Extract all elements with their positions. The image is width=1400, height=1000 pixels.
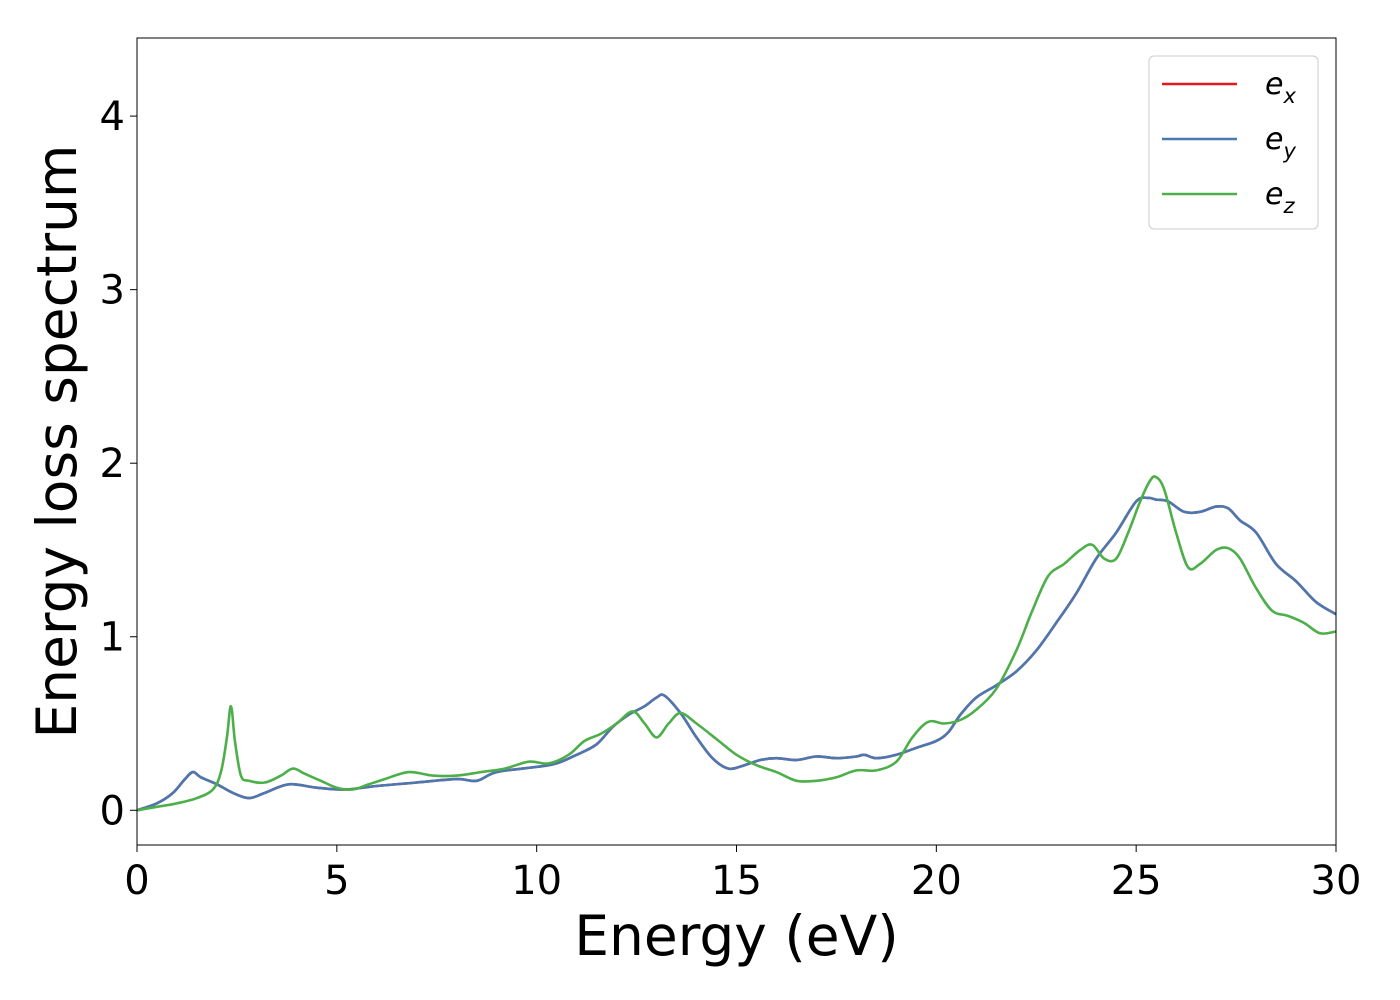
x-tick-label: 0 (124, 858, 149, 904)
x-tick-label: 25 (1111, 858, 1162, 904)
series-line-y (137, 496, 1336, 812)
y-tick-label: 4 (100, 94, 125, 140)
legend: ex ey ez (1148, 55, 1319, 230)
legend-label-z: ez (1265, 177, 1295, 218)
legend-box (1148, 55, 1319, 230)
series-line-z (137, 475, 1336, 812)
y-tick-label: 1 (100, 615, 125, 661)
y-axis-title: Energy loss spectrum (25, 144, 89, 738)
x-tick-label: 15 (711, 858, 762, 904)
legend-label-x: ex (1265, 67, 1296, 108)
series-layer (137, 475, 1336, 812)
y-tick-label: 2 (100, 441, 125, 487)
x-tick-label: 20 (911, 858, 962, 904)
legend-label-y: ey (1265, 122, 1296, 163)
x-axis: 0 5 10 15 20 25 30 (124, 845, 1361, 904)
x-axis-title: Energy (eV) (574, 904, 898, 968)
y-axis: 0 1 2 3 4 (100, 94, 137, 834)
y-tick-label: 3 (100, 268, 125, 314)
x-tick-label: 5 (324, 858, 349, 904)
y-tick-label: 0 (100, 788, 125, 834)
x-tick-label: 10 (511, 858, 562, 904)
x-tick-label: 30 (1311, 858, 1362, 904)
